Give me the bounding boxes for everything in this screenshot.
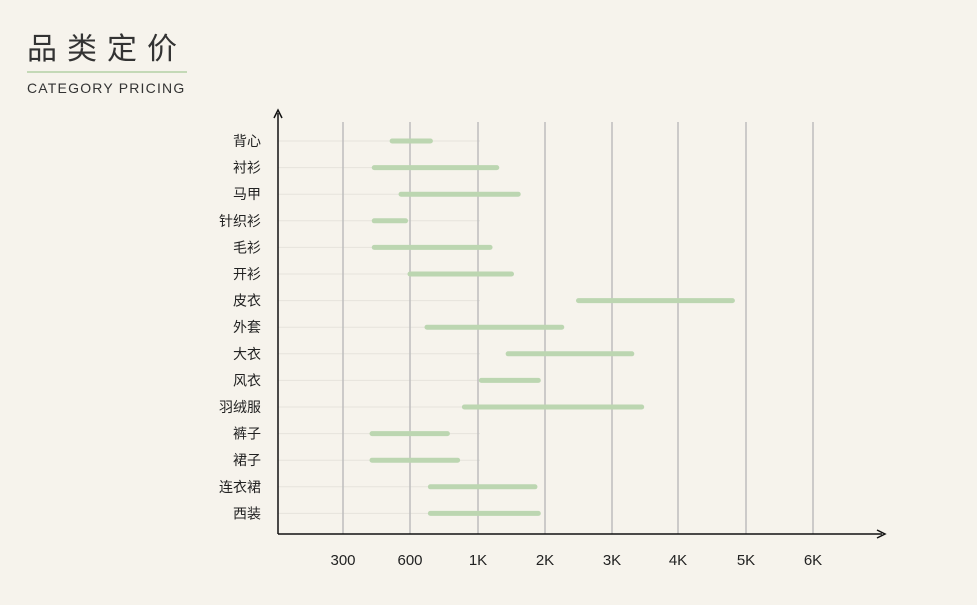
category-label: 开衫 bbox=[233, 267, 261, 283]
gridlines bbox=[342, 122, 814, 534]
category-label: 风衣 bbox=[233, 373, 261, 389]
x-tick-label: 6K bbox=[804, 552, 822, 569]
category-label: 马甲 bbox=[233, 187, 261, 203]
x-axis-arrow bbox=[876, 529, 887, 539]
category-label: 裙子 bbox=[233, 453, 261, 469]
category-label: 大衣 bbox=[233, 347, 261, 363]
x-tick-label: 4K bbox=[669, 552, 687, 569]
category-label: 西装 bbox=[233, 506, 261, 522]
page-subtitle: CATEGORY PRICING bbox=[27, 80, 186, 96]
axes bbox=[273, 108, 887, 539]
title-underline bbox=[27, 71, 187, 73]
x-tick-label: 3K bbox=[603, 552, 621, 569]
category-label: 皮衣 bbox=[233, 294, 261, 310]
y-axis-arrow bbox=[273, 108, 283, 119]
category-label: 毛衫 bbox=[233, 240, 261, 256]
category-label: 羽绒服 bbox=[219, 400, 261, 416]
category-label: 外套 bbox=[233, 320, 261, 336]
x-tick-label: 300 bbox=[330, 552, 355, 569]
x-tick-label: 600 bbox=[397, 552, 422, 569]
x-tick-labels: 300 600 1K 2K 3K 4K 5K 6K bbox=[330, 552, 822, 569]
x-tick-label: 5K bbox=[737, 552, 755, 569]
category-label: 针织衫 bbox=[219, 214, 261, 230]
range-bars bbox=[369, 138, 735, 516]
x-tick-label: 2K bbox=[536, 552, 554, 569]
page-title: 品类定价 bbox=[27, 32, 187, 67]
category-label: 裤子 bbox=[233, 427, 261, 443]
category-label: 连衣裙 bbox=[219, 480, 261, 496]
category-label: 衬衫 bbox=[233, 161, 261, 177]
category-label: 背心 bbox=[233, 134, 261, 150]
x-tick-label: 1K bbox=[469, 552, 487, 569]
